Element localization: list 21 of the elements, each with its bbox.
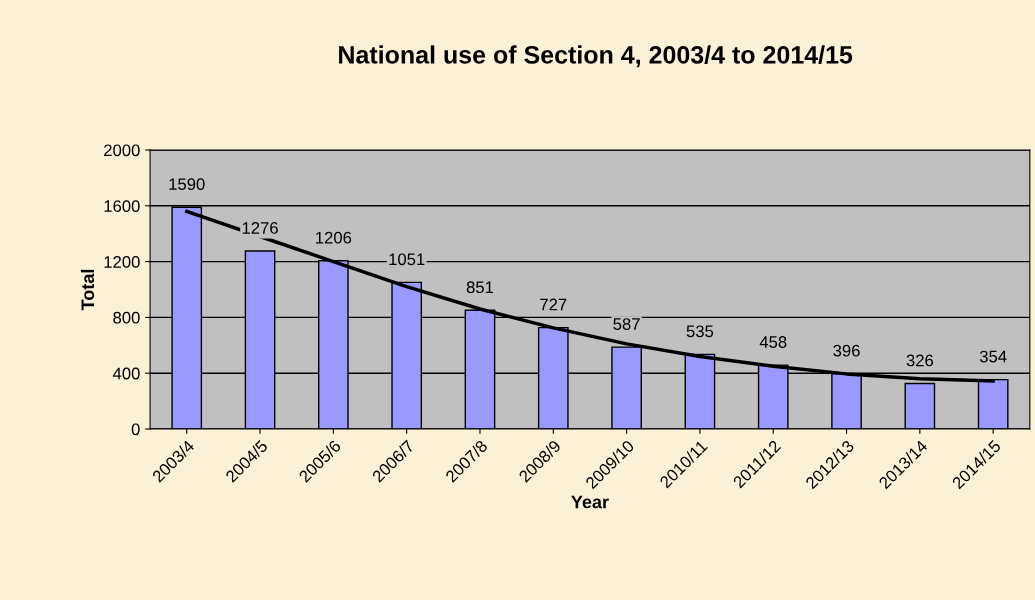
data-label: 1590 <box>169 178 205 191</box>
data-label: 727 <box>540 298 567 311</box>
data-label: 354 <box>979 350 1007 363</box>
y-axis-title: Total <box>80 269 95 311</box>
data-label: 458 <box>759 336 787 348</box>
data-label: 1276 <box>242 222 278 234</box>
y-tick-label: 0 <box>131 423 140 436</box>
y-tick-label: 2000 <box>104 144 140 157</box>
data-label: 326 <box>906 354 934 367</box>
data-label: 396 <box>833 344 860 357</box>
chart-title: National use of Section 4, 2003/4 to 2014/15 <box>339 45 853 68</box>
x-axis-title: Year <box>571 495 609 509</box>
data-label: 587 <box>613 318 640 330</box>
data-label: 851 <box>466 281 494 294</box>
y-tick-label: 400 <box>112 367 140 380</box>
y-tick-label: 1600 <box>104 200 140 212</box>
data-label: 1206 <box>316 231 352 244</box>
y-tick-label: 1200 <box>104 256 140 268</box>
data-label: 1051 <box>389 253 425 266</box>
data-label: 535 <box>686 325 714 338</box>
y-tick-label: 800 <box>113 311 140 324</box>
